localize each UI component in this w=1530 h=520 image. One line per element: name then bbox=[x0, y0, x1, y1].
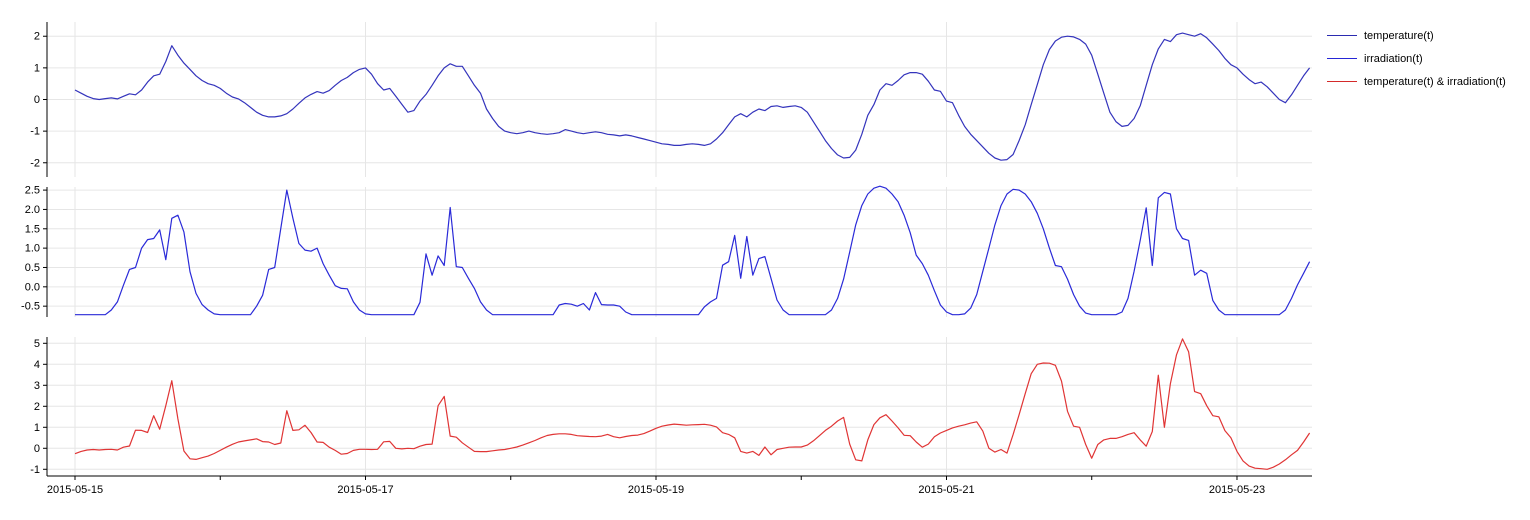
legend-entry-irradiation: irradiation(t) bbox=[1327, 47, 1506, 70]
y-tick-label: 0 bbox=[34, 443, 40, 455]
y-tick-label: 5 bbox=[34, 338, 40, 350]
x-tick-label: 2015-05-17 bbox=[337, 484, 393, 496]
chart-panel-1: 2.5 2.0 1.5 1.0 0.5 0.0 -0.5 bbox=[21, 185, 1312, 317]
series-line-irradiation-t- bbox=[75, 185, 1311, 316]
temperature-irradiation-line-swatch bbox=[1327, 81, 1357, 82]
x-tick-label: 2015-05-19 bbox=[628, 484, 684, 496]
x-tick-label: 2015-05-15 bbox=[47, 484, 103, 496]
y-tick-label: 2 bbox=[34, 31, 40, 43]
y-tick-label: 2 bbox=[34, 401, 40, 413]
y-tick-label: 1.0 bbox=[25, 243, 40, 255]
chart-panel-2: 5 4 3 2 1 0 -1 bbox=[30, 337, 1312, 476]
legend-label-temperature-irradiation: temperature(t) & irradiation(t) bbox=[1364, 75, 1506, 88]
y-tick-label: 2.5 bbox=[25, 185, 40, 197]
y-tick-label: 3 bbox=[34, 380, 40, 392]
y-tick-label: -1 bbox=[30, 126, 40, 138]
y-tick-label: 0.5 bbox=[25, 262, 40, 274]
y-tick-label: 4 bbox=[34, 359, 40, 371]
series-line-temperature-t-irradiation-t- bbox=[74, 338, 1311, 470]
irradiation-line-swatch bbox=[1327, 58, 1357, 59]
y-tick-label: -0.5 bbox=[21, 301, 40, 313]
series-line-temperature-t- bbox=[74, 32, 1311, 161]
x-axis: 2015-05-15 2015-05-17 2015-05-19 2015-05-21… bbox=[47, 475, 1312, 496]
x-tick-label: 2015-05-23 bbox=[1209, 484, 1265, 496]
legend-entry-temperature: temperature(t) bbox=[1327, 24, 1506, 47]
chart-legend: temperature(t) irradiation(t) temperatur… bbox=[1327, 24, 1506, 93]
y-tick-label: 1 bbox=[34, 62, 40, 74]
y-tick-label: 1 bbox=[34, 422, 40, 434]
x-tick-label: 2015-05-21 bbox=[918, 484, 974, 496]
y-tick-label: 1.5 bbox=[25, 223, 40, 235]
y-tick-label: 0.0 bbox=[25, 281, 40, 293]
y-tick-label: -2 bbox=[30, 157, 40, 169]
legend-label-temperature: temperature(t) bbox=[1364, 29, 1434, 42]
y-tick-label: -1 bbox=[30, 464, 40, 476]
legend-entry-temperature-irradiation: temperature(t) & irradiation(t) bbox=[1327, 70, 1506, 93]
chart-panel-0: 2 1 0 -1 -2 bbox=[30, 22, 1312, 177]
y-tick-label: 2.0 bbox=[25, 204, 40, 216]
legend-label-irradiation: irradiation(t) bbox=[1364, 52, 1423, 65]
temperature-line-swatch bbox=[1327, 35, 1357, 36]
y-tick-label: 0 bbox=[34, 94, 40, 106]
